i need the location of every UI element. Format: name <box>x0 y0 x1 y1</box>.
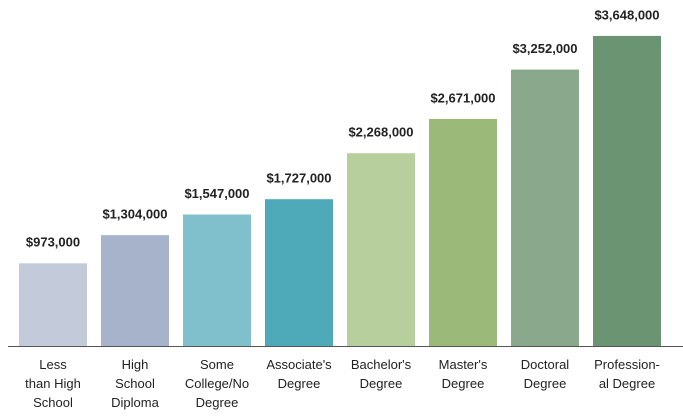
bar <box>347 153 415 346</box>
x-tick-label: Master's Degree <box>439 357 488 391</box>
x-tick-label: Bachelor's Degree <box>351 357 412 391</box>
bar <box>429 118 497 346</box>
x-tick-label: Less than High School <box>25 357 81 410</box>
bar <box>511 69 579 346</box>
bar <box>593 35 661 347</box>
value-label: $3,252,000 <box>512 41 577 56</box>
value-label: $3,648,000 <box>594 7 659 22</box>
x-tick-label: Some College/No Degree <box>185 357 249 410</box>
x-tick-label: Associate's Degree <box>266 357 332 391</box>
value-label: $1,727,000 <box>266 171 331 186</box>
x-tick-label: Doctoral Degree <box>521 357 570 391</box>
value-label: $1,304,000 <box>102 207 167 222</box>
bar <box>19 263 87 346</box>
bar <box>183 214 251 346</box>
bar <box>101 235 169 346</box>
value-label: $2,671,000 <box>430 90 495 105</box>
value-label: $1,547,000 <box>184 186 249 201</box>
value-label: $973,000 <box>26 235 80 250</box>
x-tick-label: Profession-al Degree <box>594 357 660 391</box>
bar <box>265 199 333 346</box>
value-label: $2,268,000 <box>348 125 413 140</box>
x-tick-label: High School Diploma <box>111 357 159 410</box>
